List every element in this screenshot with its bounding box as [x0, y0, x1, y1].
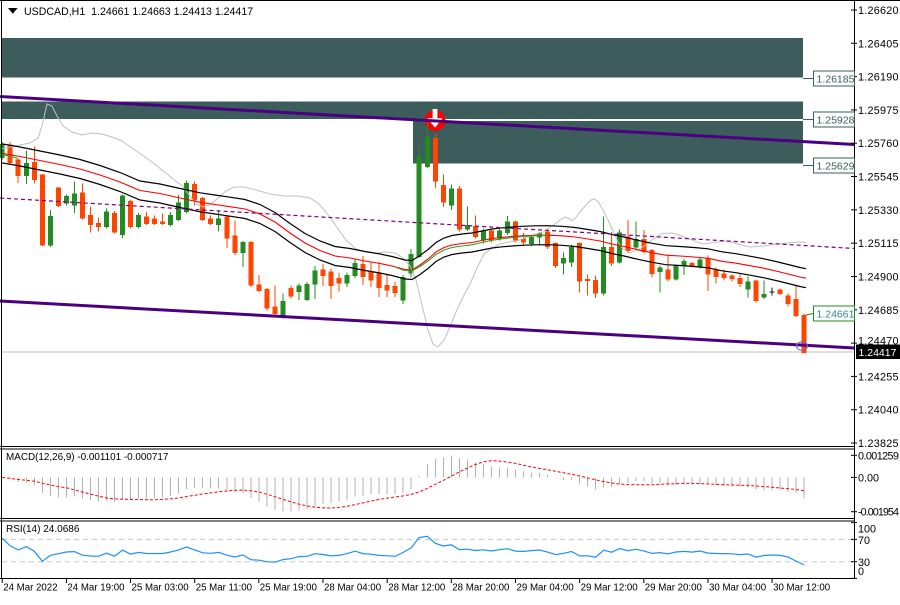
- svg-text:1.24255: 1.24255: [858, 371, 899, 383]
- svg-text:1.24417: 1.24417: [859, 347, 897, 359]
- svg-text:30: 30: [858, 557, 870, 569]
- svg-text:25 Mar 03:00: 25 Mar 03:00: [132, 583, 190, 594]
- svg-text:30 Mar 12:00: 30 Mar 12:00: [773, 583, 831, 594]
- svg-text:RSI(14) 24.0686: RSI(14) 24.0686: [6, 524, 80, 535]
- svg-text:1.26620: 1.26620: [858, 5, 899, 17]
- svg-text:1.23825: 1.23825: [858, 438, 899, 450]
- svg-text:25 Mar 19:00: 25 Mar 19:00: [260, 583, 318, 594]
- svg-text:29 Mar 12:00: 29 Mar 12:00: [581, 583, 639, 594]
- svg-text:28 Mar 20:00: 28 Mar 20:00: [452, 583, 510, 594]
- svg-text:28 Mar 04:00: 28 Mar 04:00: [324, 583, 382, 594]
- svg-text:1.26190: 1.26190: [858, 72, 899, 84]
- svg-text:29 Mar 20:00: 29 Mar 20:00: [645, 583, 703, 594]
- svg-text:USDCAD,H1 1.24661 1.24663 1.2: USDCAD,H1 1.24661 1.24663 1.24413 1.2441…: [24, 6, 253, 18]
- svg-text:1.24470: 1.24470: [858, 335, 899, 347]
- svg-text:1.25545: 1.25545: [858, 172, 899, 184]
- svg-text:1.26405: 1.26405: [858, 38, 899, 50]
- svg-text:1.25330: 1.25330: [858, 205, 899, 217]
- svg-text:1.25975: 1.25975: [858, 105, 899, 117]
- svg-text:24 Mar 19:00: 24 Mar 19:00: [67, 583, 125, 594]
- svg-text:24 Mar 2022: 24 Mar 2022: [3, 583, 57, 594]
- svg-text:1.24040: 1.24040: [858, 405, 899, 417]
- svg-text:1.25760: 1.25760: [858, 138, 899, 150]
- svg-text:1.25928: 1.25928: [817, 115, 855, 127]
- svg-text:1.24900: 1.24900: [858, 272, 899, 284]
- svg-text:MACD(12,26,9) -0.001101 -0.000: MACD(12,26,9) -0.001101 -0.000717: [6, 452, 168, 463]
- svg-text:28 Mar 12:00: 28 Mar 12:00: [388, 583, 446, 594]
- svg-text:70: 70: [858, 535, 870, 547]
- svg-text:0: 0: [858, 566, 864, 578]
- svg-text:0.00: 0.00: [858, 472, 879, 484]
- svg-text:1.25115: 1.25115: [858, 238, 899, 250]
- svg-text:25 Mar 11:00: 25 Mar 11:00: [196, 583, 253, 594]
- svg-text:1.24685: 1.24685: [858, 305, 899, 317]
- svg-text:-0.001954: -0.001954: [858, 507, 899, 519]
- svg-text:29 Mar 04:00: 29 Mar 04:00: [517, 583, 575, 594]
- svg-text:1.24661: 1.24661: [817, 309, 855, 321]
- svg-text:0.001259: 0.001259: [858, 450, 899, 462]
- svg-text:1.25629: 1.25629: [817, 161, 855, 173]
- svg-text:30 Mar 04:00: 30 Mar 04:00: [709, 583, 767, 594]
- svg-text:100: 100: [858, 524, 876, 536]
- svg-text:1.26185: 1.26185: [817, 74, 855, 86]
